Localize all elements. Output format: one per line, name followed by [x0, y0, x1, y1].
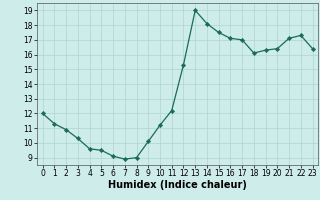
X-axis label: Humidex (Indice chaleur): Humidex (Indice chaleur) [108, 180, 247, 190]
